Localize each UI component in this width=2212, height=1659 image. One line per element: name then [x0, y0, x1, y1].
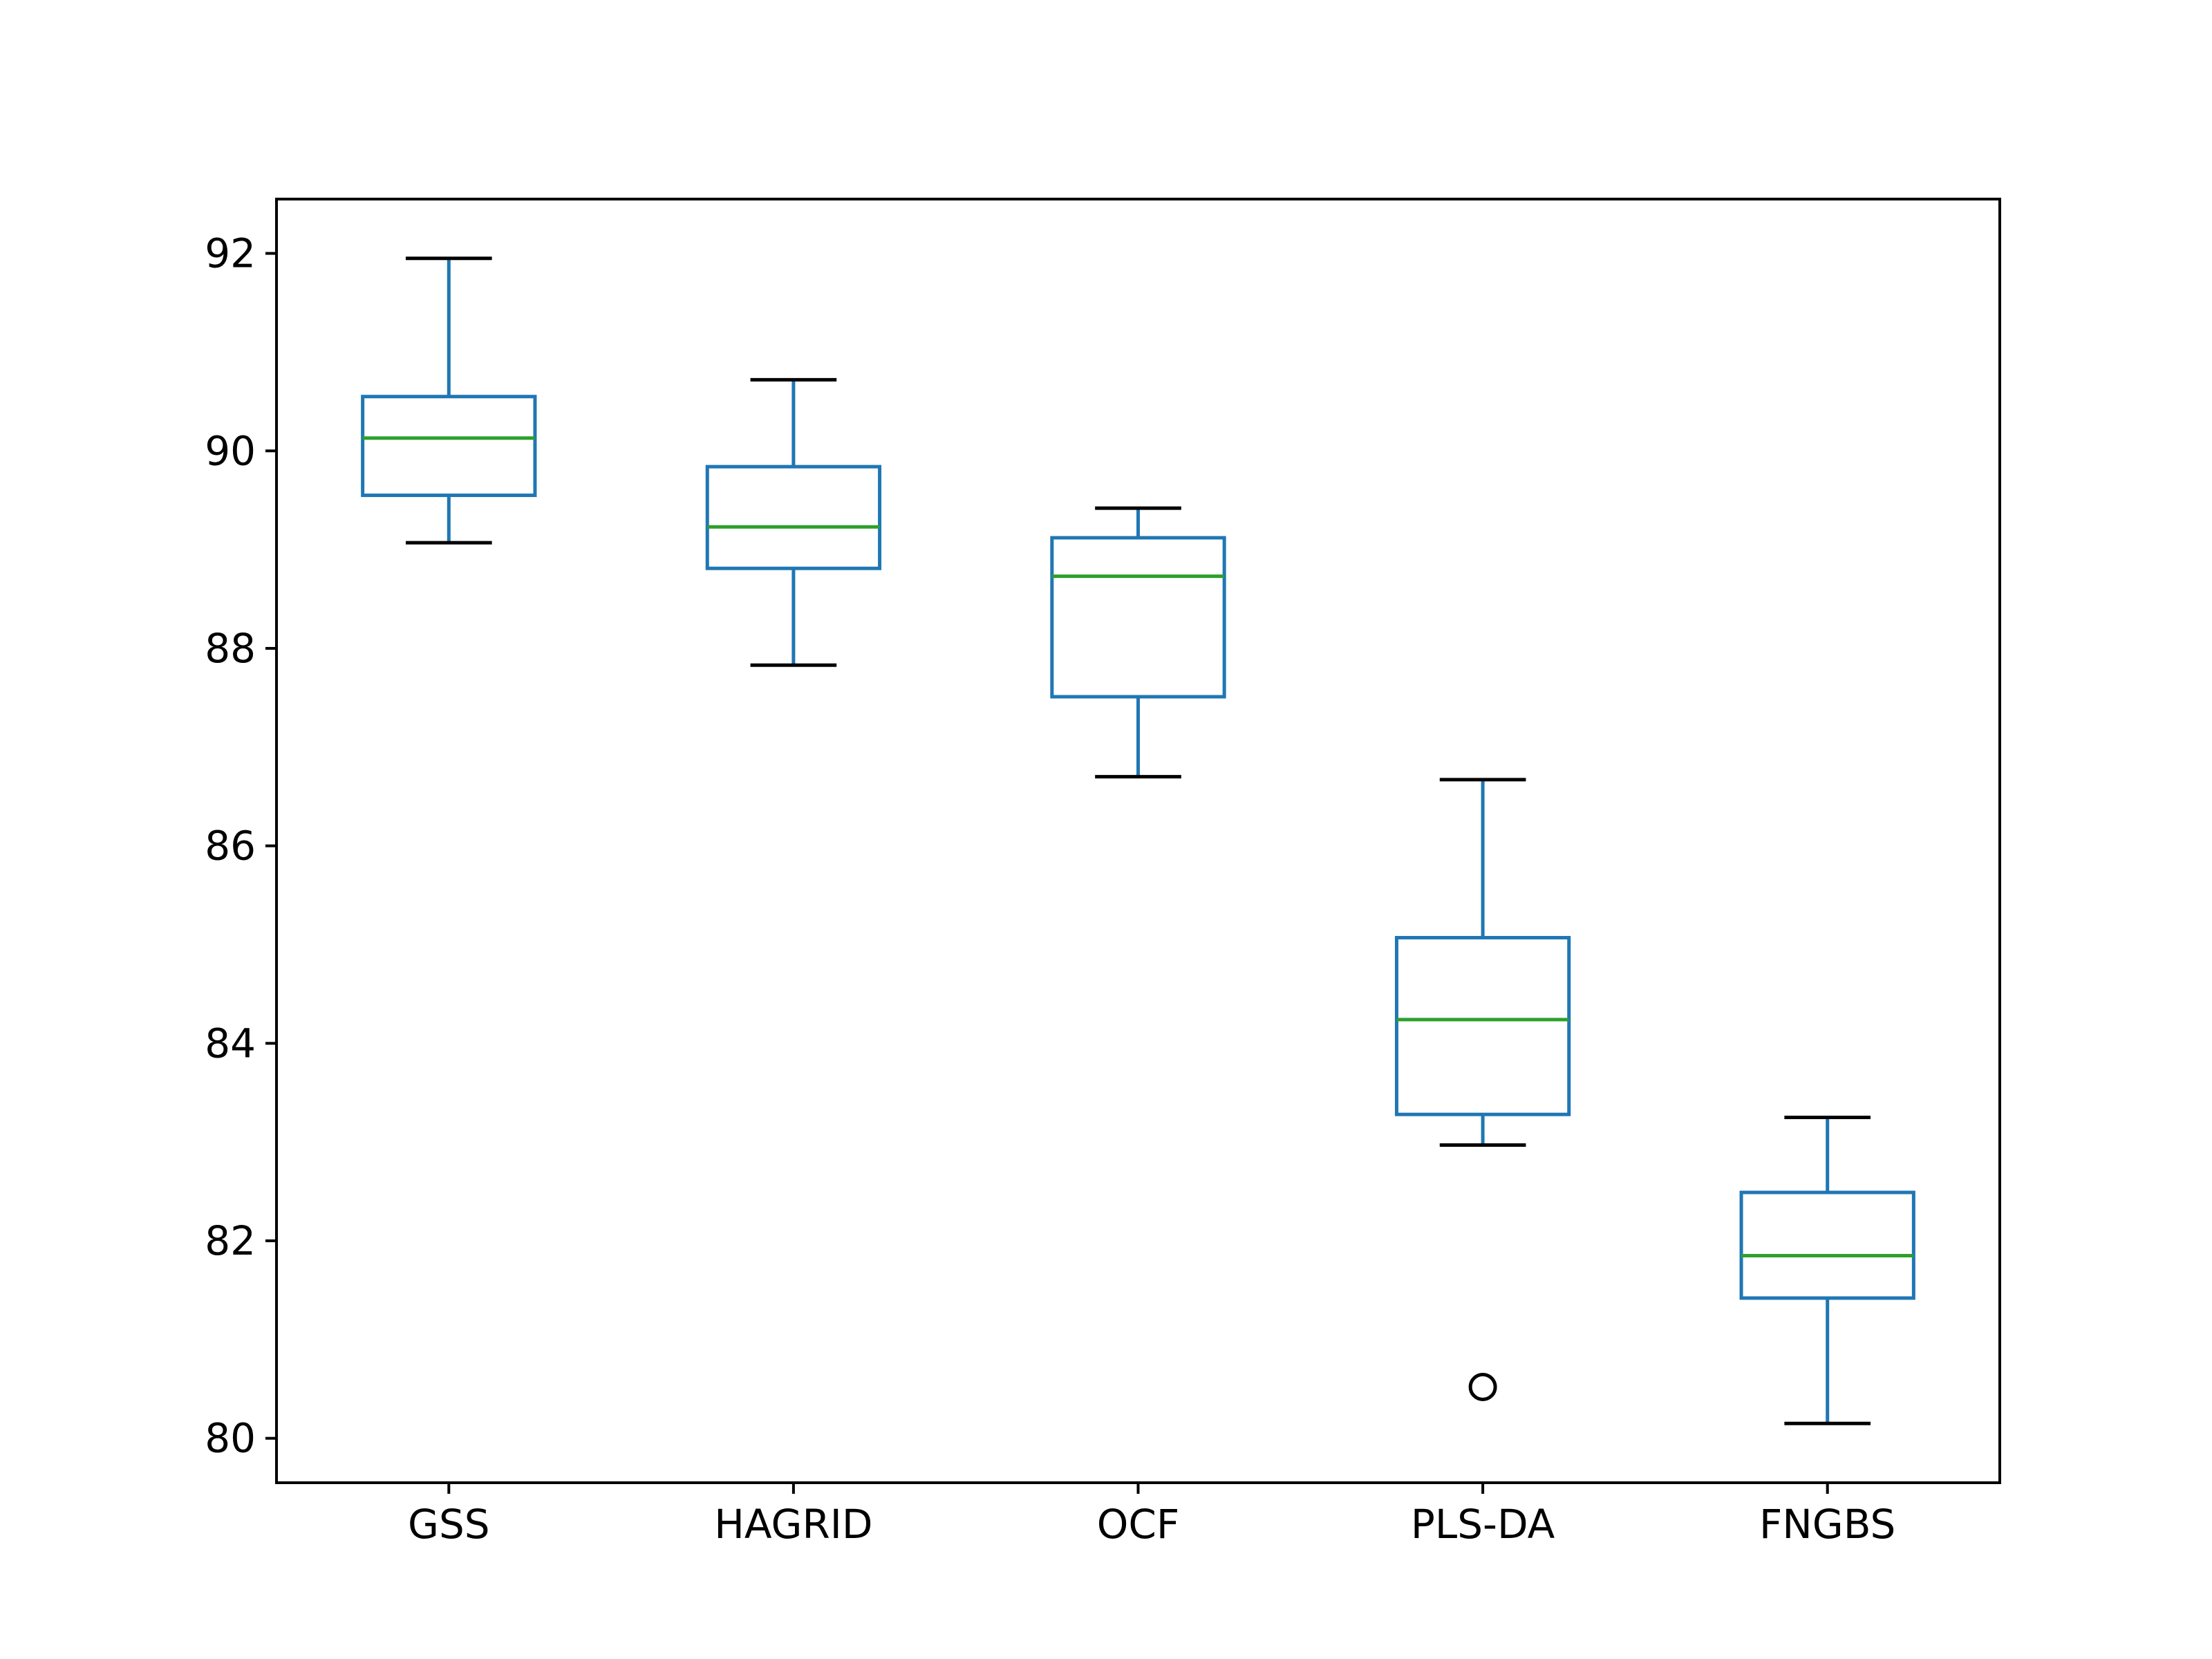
y-tick-label-84: 84: [205, 1020, 256, 1067]
y-tick-label-88: 88: [205, 625, 256, 672]
x-tick-label-hagrid: HAGRID: [714, 1501, 872, 1548]
box-group-ocf: [1050, 506, 1226, 779]
x-tick-label-gss: GSS: [408, 1501, 490, 1548]
plot-area: [361, 256, 1915, 1425]
y-tick-label-86: 86: [205, 823, 256, 870]
box-hagrid: [705, 465, 882, 570]
x-tick-label-ocf: OCF: [1097, 1501, 1180, 1548]
box-gss: [361, 395, 537, 498]
y-tick-label-90: 90: [205, 427, 256, 474]
box-group-pls-da: [1394, 778, 1571, 1401]
box-group-gss: [361, 256, 537, 545]
box-group-hagrid: [705, 377, 882, 667]
box-ocf: [1050, 536, 1226, 699]
x-tick-label-fngbs: FNGBS: [1759, 1501, 1895, 1548]
outlier-pls-da-0: [1468, 1372, 1497, 1401]
y-tick-label-80: 80: [205, 1415, 256, 1462]
box-fngbs: [1739, 1190, 1915, 1300]
box-group-fngbs: [1739, 1115, 1915, 1425]
y-tick-label-82: 82: [205, 1217, 256, 1264]
x-tick-label-pls-da: PLS-DA: [1411, 1501, 1555, 1548]
box-pls-da: [1394, 935, 1571, 1116]
axes: 80 82 84 86 88 90 92 GSS HAGRID OCF PLS-DA FNGBS: [205, 198, 2001, 1548]
y-tick-label-92: 92: [205, 230, 256, 277]
